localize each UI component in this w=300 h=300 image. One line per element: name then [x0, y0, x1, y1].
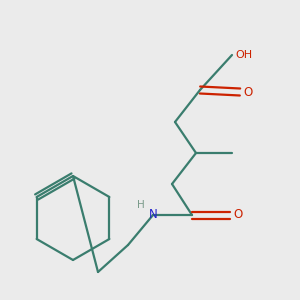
Text: O: O — [243, 85, 252, 98]
Text: H: H — [137, 200, 145, 210]
Text: N: N — [148, 208, 158, 221]
Text: O: O — [233, 208, 242, 221]
Text: OH: OH — [235, 50, 252, 60]
